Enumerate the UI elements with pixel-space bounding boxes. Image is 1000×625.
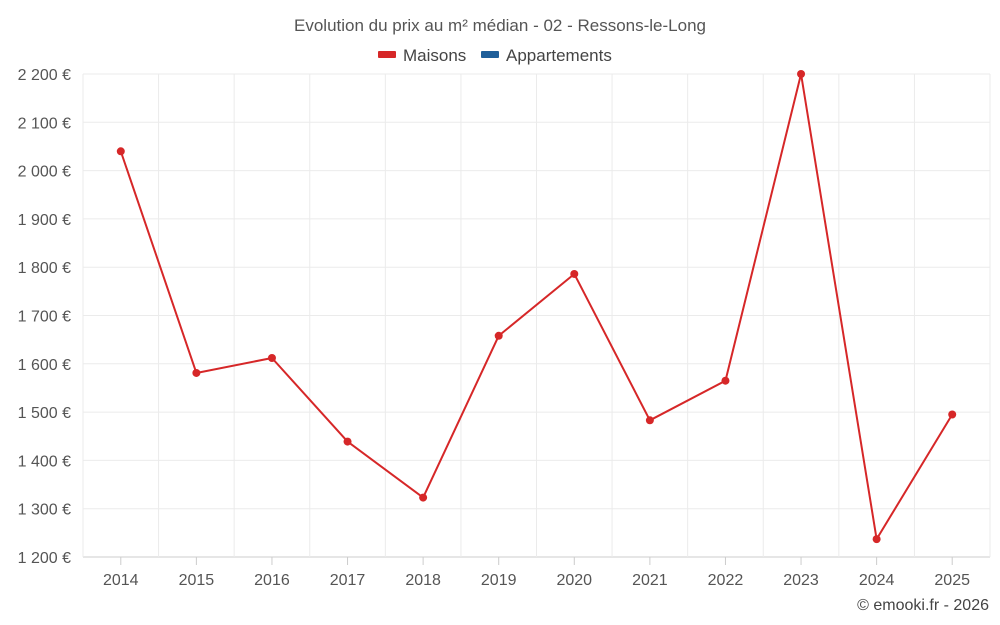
x-tick-label: 2023 bbox=[783, 572, 819, 589]
data-point[interactable] bbox=[948, 410, 957, 419]
legend-swatch-appartements bbox=[481, 51, 499, 58]
x-tick-label: 2018 bbox=[405, 572, 441, 589]
y-tick-label: 2 100 € bbox=[18, 115, 71, 132]
y-tick-label: 1 600 € bbox=[18, 357, 71, 374]
y-tick-label: 1 200 € bbox=[18, 550, 71, 567]
y-tick-label: 1 900 € bbox=[18, 212, 71, 229]
legend-item-appartements[interactable]: Appartements bbox=[481, 46, 612, 65]
legend-item-maisons[interactable]: Maisons bbox=[378, 46, 466, 65]
x-tick-label: 2014 bbox=[103, 572, 139, 589]
y-tick-label: 1 700 € bbox=[18, 309, 71, 326]
x-tick-label: 2015 bbox=[179, 572, 215, 589]
x-axis-ticks: 2014 2015 2016 2017 2018 2019 2020 2021 2022 2023… bbox=[103, 572, 970, 589]
x-tick-label: 2016 bbox=[254, 572, 290, 589]
y-tick-label: 2 000 € bbox=[18, 164, 71, 181]
data-point[interactable] bbox=[343, 437, 352, 446]
y-tick-label: 1 800 € bbox=[18, 260, 71, 277]
y-tick-label: 1 300 € bbox=[18, 502, 71, 519]
x-tick-label: 2025 bbox=[934, 572, 970, 589]
data-point[interactable] bbox=[872, 535, 881, 544]
legend: Maisons Appartements bbox=[378, 46, 612, 65]
x-tick-label: 2017 bbox=[330, 572, 366, 589]
y-axis-ticks: 1 200 € 1 300 € 1 400 € 1 500 € 1 600 € 1 700… bbox=[18, 67, 71, 567]
data-point[interactable] bbox=[570, 269, 579, 278]
data-point[interactable] bbox=[192, 368, 201, 377]
data-point[interactable] bbox=[116, 147, 125, 156]
data-point[interactable] bbox=[419, 493, 428, 502]
y-tick-label: 1 400 € bbox=[18, 453, 71, 470]
chart-title: Evolution du prix au m² médian - 02 - Re… bbox=[294, 16, 706, 35]
series-maisons bbox=[116, 70, 957, 544]
y-tick-label: 1 500 € bbox=[18, 405, 71, 422]
series-line-maisons bbox=[119, 73, 954, 541]
legend-label-maisons: Maisons bbox=[403, 46, 466, 65]
credit-text: © emooki.fr - 2026 bbox=[857, 597, 989, 614]
data-point[interactable] bbox=[797, 70, 806, 78]
x-tick-label: 2021 bbox=[632, 572, 668, 589]
grid bbox=[82, 73, 991, 565]
x-tick-label: 2022 bbox=[708, 572, 744, 589]
data-point[interactable] bbox=[267, 354, 276, 363]
x-tick-label: 2020 bbox=[556, 572, 592, 589]
legend-label-appartements: Appartements bbox=[506, 46, 612, 65]
data-point[interactable] bbox=[721, 376, 730, 385]
y-tick-label: 2 200 € bbox=[18, 67, 71, 84]
x-tick-label: 2024 bbox=[859, 572, 895, 589]
data-point[interactable] bbox=[494, 331, 503, 340]
data-point[interactable] bbox=[645, 416, 654, 425]
x-tick-label: 2019 bbox=[481, 572, 517, 589]
legend-swatch-maisons bbox=[378, 51, 396, 58]
